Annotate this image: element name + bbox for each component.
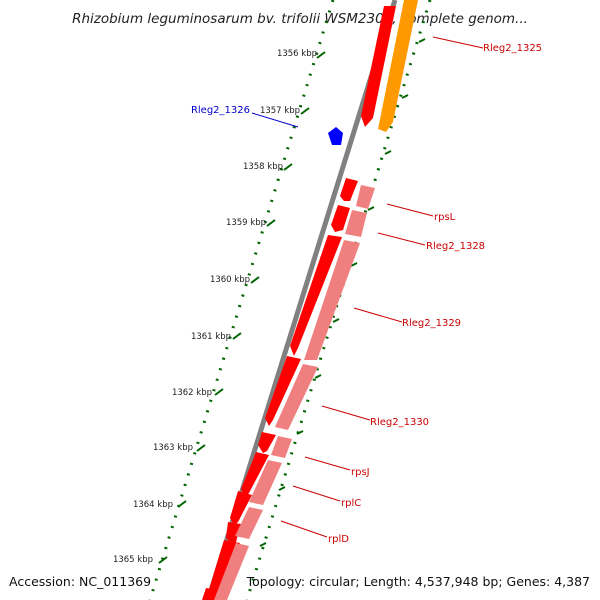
connector-line [304,456,351,471]
tick-label: 1362 kbp [172,388,212,398]
gene-label: Rleg2_1325 [483,43,542,54]
connector-line [377,232,426,246]
accession-text: Accession: NC_011369 [9,574,151,589]
feature-orange [378,0,418,132]
gene-label: rpsL [434,212,456,223]
cds-reverse [275,364,318,430]
gene-label: rplD [328,534,349,545]
tick-label: 1363 kbp [153,443,193,453]
tick-label: 1356 kbp [277,49,317,59]
connector-line [353,307,403,323]
tick-mark [278,486,286,491]
tick-label: 1364 kbp [133,500,173,510]
tick-mark [384,150,392,155]
connector-line [280,520,328,538]
tick-mark [350,262,358,267]
gene-labels: Rleg2_1325 Rleg2_1326 rpsL Rleg2_1328 Rl… [191,43,542,545]
tick-mark [232,332,242,340]
gene-label: Rleg2_1328 [426,241,485,252]
label-connectors [251,36,484,538]
tick-mark [296,430,304,435]
connector-line [321,405,371,421]
tick-mark [316,51,326,59]
tick-label: 1360 kbp [210,275,250,285]
connector-line [292,485,341,502]
cds-forward [258,432,276,453]
tick-label: 1365 kbp [113,555,153,565]
tick-mark [177,500,187,508]
cds-forward [202,588,218,600]
tick-label: 1361 kbp [191,332,231,342]
cds-reverse [304,240,360,360]
cds-reverse [249,460,282,505]
reverse-strand-features [214,185,375,600]
connector-line [386,203,434,217]
gene-label: Rleg2_1326 [191,105,250,116]
tick-mark [250,276,260,284]
cds-forward [290,235,342,356]
tick-mark [214,388,224,396]
tick-mark [158,556,168,564]
outer-track-ticks [259,38,426,547]
map-title: Rhizobium leguminosarum bv. trifolii WSM… [72,11,528,27]
tick-mark [259,542,267,547]
tick-mark [300,107,310,115]
ruler-ticks: 1356 kbp 1357 kbp 1358 kbp 1359 kbp 1360… [113,49,326,565]
cds-reverse [214,543,249,600]
cds-reverse [271,436,292,458]
gene-label: rpsJ [351,467,370,478]
tick-mark [196,444,206,452]
feature-blue [328,127,343,145]
tick-mark [283,163,293,171]
tick-mark [314,374,322,379]
cds-forward [361,6,396,127]
forward-strand-features [202,6,396,600]
gene-label: Rleg2_1330 [370,417,429,428]
tick-mark [266,219,276,227]
summary-text: Topology: circular; Length: 4,537,948 bp… [246,574,590,589]
cds-reverse [345,210,367,237]
cds-forward [241,452,269,497]
gene-label: rplC [341,498,361,509]
gene-label: Rleg2_1329 [402,318,461,329]
cds-reverse [235,507,263,539]
tick-mark [332,318,340,323]
cds-forward [265,356,301,426]
cds-forward [331,205,350,232]
cds-forward [230,491,252,525]
tick-label: 1358 kbp [243,162,283,172]
cds-forward [340,178,358,201]
tick-mark [418,38,426,43]
tick-mark [401,94,409,99]
tick-label: 1359 kbp [226,218,266,228]
tick-mark [367,206,375,211]
cds-reverse [356,185,375,209]
connector-line [432,36,484,49]
cds-forward [226,522,241,544]
connector-line [251,112,299,128]
tick-label: 1357 kbp [260,106,300,116]
